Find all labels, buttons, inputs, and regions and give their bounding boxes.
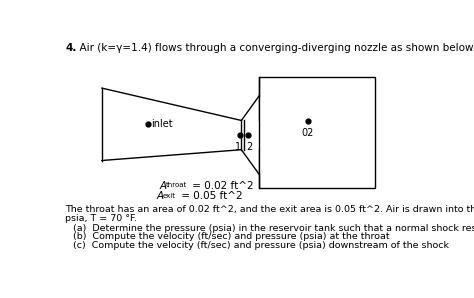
Bar — [259, 77, 375, 188]
Text: throat: throat — [166, 182, 187, 188]
Text: 02: 02 — [302, 128, 314, 138]
Text: (c)  Compute the velocity (ft/sec) and pressure (psia) downstream of the shock: (c) Compute the velocity (ft/sec) and pr… — [73, 240, 449, 250]
Text: = 0.05 ft^2: = 0.05 ft^2 — [178, 191, 242, 201]
Text: The throat has an area of 0.02 ft^2, and the exit area is 0.05 ft^2. Air is draw: The throat has an area of 0.02 ft^2, and… — [64, 205, 474, 214]
Text: psia, T = 70 °F.: psia, T = 70 °F. — [64, 214, 137, 223]
Text: exit: exit — [162, 193, 175, 199]
Text: 4.: 4. — [65, 44, 77, 53]
Text: A: A — [156, 191, 163, 201]
Text: inlet: inlet — [152, 119, 173, 129]
Text: 1: 1 — [235, 142, 241, 152]
Text: (a)  Determine the pressure (psia) in the reservoir tank such that a normal shoc: (a) Determine the pressure (psia) in the… — [73, 224, 474, 233]
Text: A: A — [160, 181, 167, 190]
Text: 2: 2 — [246, 142, 252, 152]
Text: Air (k=γ=1.4) flows through a converging-diverging nozzle as shown below.: Air (k=γ=1.4) flows through a converging… — [73, 44, 474, 53]
Text: (b)  Compute the velocity (ft/sec) and pressure (psia) at the throat: (b) Compute the velocity (ft/sec) and pr… — [73, 232, 390, 241]
Text: = 0.02 ft^2: = 0.02 ft^2 — [190, 181, 254, 190]
